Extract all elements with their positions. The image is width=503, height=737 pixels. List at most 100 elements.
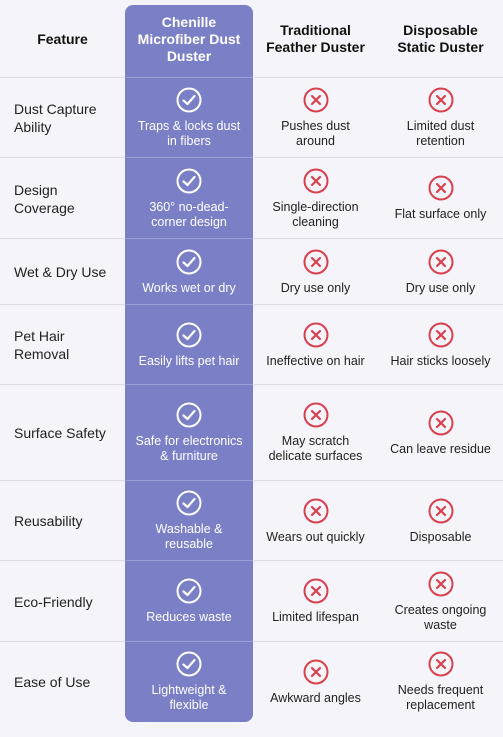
table-cell: Dust Capture Ability bbox=[0, 78, 125, 158]
cross-icon bbox=[303, 168, 328, 193]
cell-text: Pushes dust around bbox=[281, 119, 350, 148]
cell-text: Ease of Use bbox=[14, 674, 91, 690]
table-cell: Feature bbox=[0, 0, 125, 78]
cell-text: 360° no-dead-corner design bbox=[149, 199, 229, 229]
cell-text: Easily lifts pet hair bbox=[138, 353, 240, 368]
table-cell: Wears out quickly bbox=[253, 481, 378, 561]
table-cell: May scratch delicate surfaces bbox=[253, 385, 378, 481]
table-cell: Eco-Friendly bbox=[0, 561, 125, 642]
cross-icon bbox=[303, 87, 328, 113]
table-cell: Pushes dust around bbox=[253, 78, 378, 158]
cell-text: Surface Safety bbox=[14, 425, 106, 441]
cell-text: Needs frequent replacement bbox=[397, 683, 484, 712]
table-cell: Limited dust retention bbox=[378, 78, 503, 158]
row-separator bbox=[0, 480, 503, 481]
cell-text: Dust Capture Ability bbox=[14, 101, 97, 135]
table-cell: Safe for electronics & furniture bbox=[125, 385, 253, 481]
cross-icon bbox=[303, 322, 328, 347]
cross-icon bbox=[428, 322, 453, 347]
cell-text: Can leave residue bbox=[390, 441, 491, 456]
table-cell: Easily lifts pet hair bbox=[125, 305, 253, 385]
table-cell: Ineffective on hair bbox=[253, 305, 378, 385]
cell-text: May scratch delicate surfaces bbox=[268, 434, 363, 463]
check-icon bbox=[176, 578, 202, 604]
cross-icon bbox=[303, 498, 328, 523]
check-icon bbox=[176, 651, 202, 677]
cross-icon bbox=[428, 410, 453, 435]
check-icon bbox=[176, 87, 202, 113]
cell-text: Limited dust retention bbox=[406, 119, 475, 148]
cell-text: Disposable Static Duster bbox=[397, 22, 484, 55]
table-cell: Chenille Microfiber Dust Duster bbox=[125, 0, 253, 78]
cell-text: Works wet or dry bbox=[142, 280, 236, 295]
table-cell: Flat surface only bbox=[378, 158, 503, 239]
cell-text: Flat surface only bbox=[394, 207, 487, 221]
cell-text: Wet & Dry Use bbox=[14, 264, 107, 280]
table-cell: Pet Hair Removal bbox=[0, 305, 125, 385]
table-cell: Reduces waste bbox=[125, 561, 253, 642]
cross-icon bbox=[428, 498, 453, 523]
cell-text: Reduces waste bbox=[146, 610, 232, 624]
table-cell: Disposable bbox=[378, 481, 503, 561]
cell-text: Traps & locks dust in fibers bbox=[137, 119, 241, 148]
row-separator bbox=[0, 77, 503, 78]
row-separator bbox=[0, 560, 503, 561]
cell-text: Awkward angles bbox=[270, 690, 361, 705]
check-icon bbox=[176, 249, 202, 274]
table-cell: Creates ongoing waste bbox=[378, 561, 503, 642]
cell-text: Washable & reusable bbox=[155, 522, 223, 551]
row-separator bbox=[0, 157, 503, 158]
cell-text: Lightweight & flexible bbox=[151, 683, 227, 712]
row-separator bbox=[0, 384, 503, 385]
table-cell: Ease of Use bbox=[0, 642, 125, 722]
table-cell: Reusability bbox=[0, 481, 125, 561]
table-cell: Dry use only bbox=[378, 239, 503, 305]
cell-text: Ineffective on hair bbox=[266, 353, 365, 368]
cell-text: Design Coverage bbox=[14, 181, 75, 216]
table-cell: Can leave residue bbox=[378, 385, 503, 481]
row-separator bbox=[0, 641, 503, 642]
cell-text: Wears out quickly bbox=[266, 529, 365, 544]
row-separator bbox=[0, 304, 503, 305]
table-cell: Needs frequent replacement bbox=[378, 642, 503, 722]
table-cell: Dry use only bbox=[253, 239, 378, 305]
table-cell: Disposable Static Duster bbox=[378, 0, 503, 78]
cell-text: Dry use only bbox=[405, 280, 476, 295]
cell-text: Disposable bbox=[409, 529, 472, 544]
cell-text: Dry use only bbox=[280, 280, 351, 295]
cross-icon bbox=[303, 659, 328, 684]
table-cell: Surface Safety bbox=[0, 385, 125, 481]
cell-text: Safe for electronics & furniture bbox=[135, 434, 243, 463]
cell-text: Limited lifespan bbox=[272, 610, 359, 624]
table-cell: Awkward angles bbox=[253, 642, 378, 722]
cross-icon bbox=[303, 249, 328, 274]
table-cell: Traditional Feather Duster bbox=[253, 0, 378, 78]
table-cell: Washable & reusable bbox=[125, 481, 253, 561]
table-cell: Lightweight & flexible bbox=[125, 642, 253, 722]
cross-icon bbox=[428, 175, 453, 201]
cell-text: Traditional Feather Duster bbox=[266, 22, 365, 55]
check-icon bbox=[176, 168, 202, 193]
table-cell: Works wet or dry bbox=[125, 239, 253, 305]
cross-icon bbox=[428, 249, 453, 274]
cross-icon bbox=[428, 87, 453, 113]
cell-text: Single-direction cleaning bbox=[272, 199, 359, 229]
row-separator bbox=[0, 238, 503, 239]
cell-text: Creates ongoing waste bbox=[394, 602, 487, 632]
cross-icon bbox=[428, 571, 453, 596]
check-icon bbox=[176, 402, 202, 428]
table-cell: 360° no-dead-corner design bbox=[125, 158, 253, 239]
cell-text: Eco-Friendly bbox=[14, 593, 93, 610]
table-cell: Design Coverage bbox=[0, 158, 125, 239]
cell-text: Feature bbox=[37, 30, 88, 47]
cross-icon bbox=[428, 651, 453, 677]
table-cell: Wet & Dry Use bbox=[0, 239, 125, 305]
table-cell: Traps & locks dust in fibers bbox=[125, 78, 253, 158]
table-cell: Limited lifespan bbox=[253, 561, 378, 642]
cell-text: Chenille Microfiber Dust Duster bbox=[137, 13, 241, 64]
cell-text: Reusability bbox=[14, 513, 83, 529]
table-cell: Hair sticks loosely bbox=[378, 305, 503, 385]
cell-text: Pet Hair Removal bbox=[14, 328, 70, 362]
check-icon bbox=[176, 490, 202, 516]
